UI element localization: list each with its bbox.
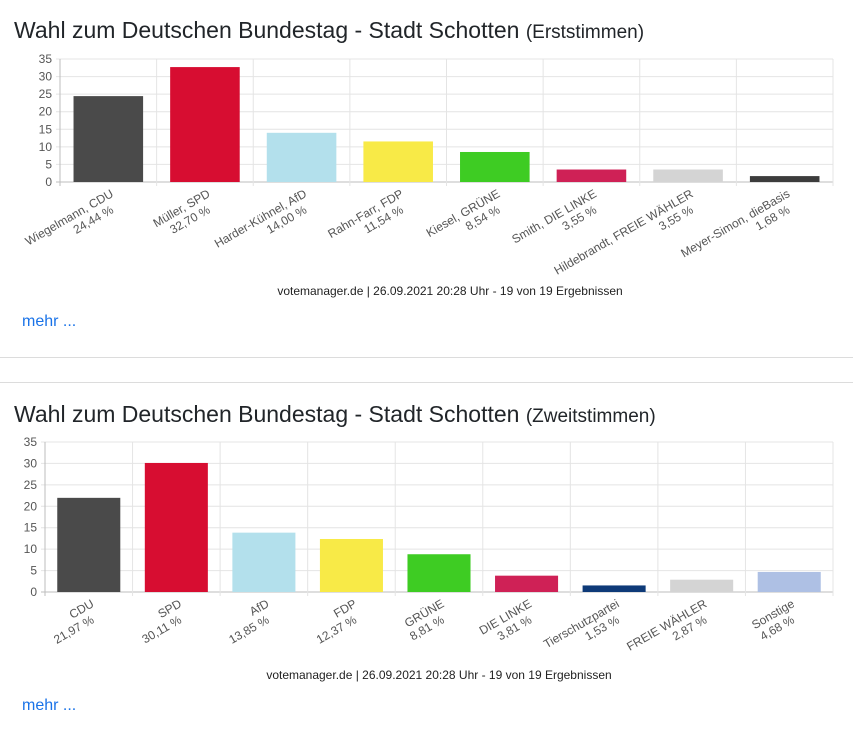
bar[interactable]: [556, 169, 627, 182]
bar[interactable]: [749, 176, 820, 182]
source-note: votemanager.de | 26.09.2021 20:28 Uhr - …: [266, 668, 612, 682]
x-tick-label: CDU21,97 %: [44, 596, 103, 646]
y-tick-label: 20: [24, 499, 38, 513]
y-tick-label: 0: [45, 175, 52, 189]
bar[interactable]: [73, 96, 144, 182]
zweitstimmen-bar-chart: 0 5 10 15 20 25 30 35 CDU21,97 % SPD30,11 % AfD13,…: [24, 435, 834, 663]
y-tick-label: 10: [39, 140, 53, 154]
y-tick-label: 5: [30, 564, 37, 578]
y-tick-label: 35: [24, 435, 38, 449]
x-tick-label: SPD30,11 %: [133, 596, 192, 646]
x-tick-label: AfD13,85 %: [219, 596, 278, 646]
y-tick-label: 15: [24, 521, 38, 535]
bar[interactable]: [319, 538, 383, 592]
y-tick-label: 5: [45, 157, 52, 171]
chart-title-text: Wahl zum Deutschen Bundestag - Stadt Sch…: [14, 401, 520, 427]
chart-title: Wahl zum Deutschen Bundestag - Stadt Sch…: [14, 17, 644, 44]
chart-subtitle: (Erststimmen): [525, 22, 645, 43]
chart-title: Wahl zum Deutschen Bundestag - Stadt Sch…: [14, 401, 656, 428]
x-tick-label: GRÜNE8,81 %: [400, 596, 453, 643]
y-tick-label: 30: [39, 70, 53, 84]
section-divider: [0, 357, 853, 358]
bar[interactable]: [460, 151, 530, 182]
bar[interactable]: [363, 141, 433, 182]
section-divider: [0, 382, 853, 383]
value-label: 13,85 %: [226, 612, 271, 646]
y-tick-label: 0: [30, 585, 37, 599]
y-tick-label: 25: [39, 87, 53, 101]
x-tick-label: Harder-Kühnel, AfD14,00 %: [212, 186, 316, 262]
x-tick-label: Müller, SPD32,70 %: [151, 186, 220, 242]
x-tick-label: Sonstige4,68 %: [749, 596, 804, 644]
x-tick-label: Wiegelmann, CDU24,44 %: [23, 186, 123, 260]
more-link[interactable]: mehr ...: [22, 697, 77, 714]
bar[interactable]: [757, 571, 821, 592]
bar[interactable]: [495, 575, 559, 592]
y-tick-label: 15: [39, 122, 53, 136]
source-note: votemanager.de | 26.09.2021 20:28 Uhr - …: [277, 284, 623, 298]
chart-subtitle: (Zweitstimmen): [525, 406, 656, 427]
y-tick-label: 30: [24, 456, 38, 470]
y-tick-label: 35: [39, 52, 53, 66]
x-tick-label: Kiesel, GRÜNE8,54 %: [424, 186, 510, 252]
x-tick-label: Tierschutzpartei1,53 %: [541, 596, 629, 663]
erststimmen-panel: Wahl zum Deutschen Bundestag - Stadt Sch…: [0, 0, 853, 358]
bar[interactable]: [170, 67, 240, 182]
y-tick-label: 10: [24, 542, 38, 556]
bar[interactable]: [670, 579, 734, 592]
bar[interactable]: [266, 132, 337, 182]
y-tick-label: 20: [39, 105, 53, 119]
chart-title-text: Wahl zum Deutschen Bundestag - Stadt Sch…: [14, 17, 520, 43]
x-tick-label: FDP12,37 %: [307, 596, 366, 646]
bar[interactable]: [407, 554, 471, 592]
more-link[interactable]: mehr ...: [22, 313, 77, 330]
bar[interactable]: [232, 532, 296, 592]
bar[interactable]: [144, 462, 208, 592]
zweitstimmen-panel: Wahl zum Deutschen Bundestag - Stadt Sch…: [0, 383, 853, 741]
erststimmen-bar-chart: 0 5 10 15 20 25 30 35 Wiegelmann, CDU24,44 % Müll…: [23, 52, 834, 278]
bar[interactable]: [582, 585, 646, 592]
bar[interactable]: [57, 497, 121, 592]
x-tick-label: DIE LINKE3,81 %: [477, 596, 541, 649]
x-tick-label: Rahn-Farr, FDP11,54 %: [325, 186, 412, 253]
x-tick-label: FREIE WÄHLER2,87 %: [624, 596, 716, 663]
y-tick-label: 25: [24, 478, 38, 492]
bar[interactable]: [653, 169, 723, 182]
x-tick-label: Meyer-Simon, dieBasis1,68 %: [678, 186, 799, 272]
